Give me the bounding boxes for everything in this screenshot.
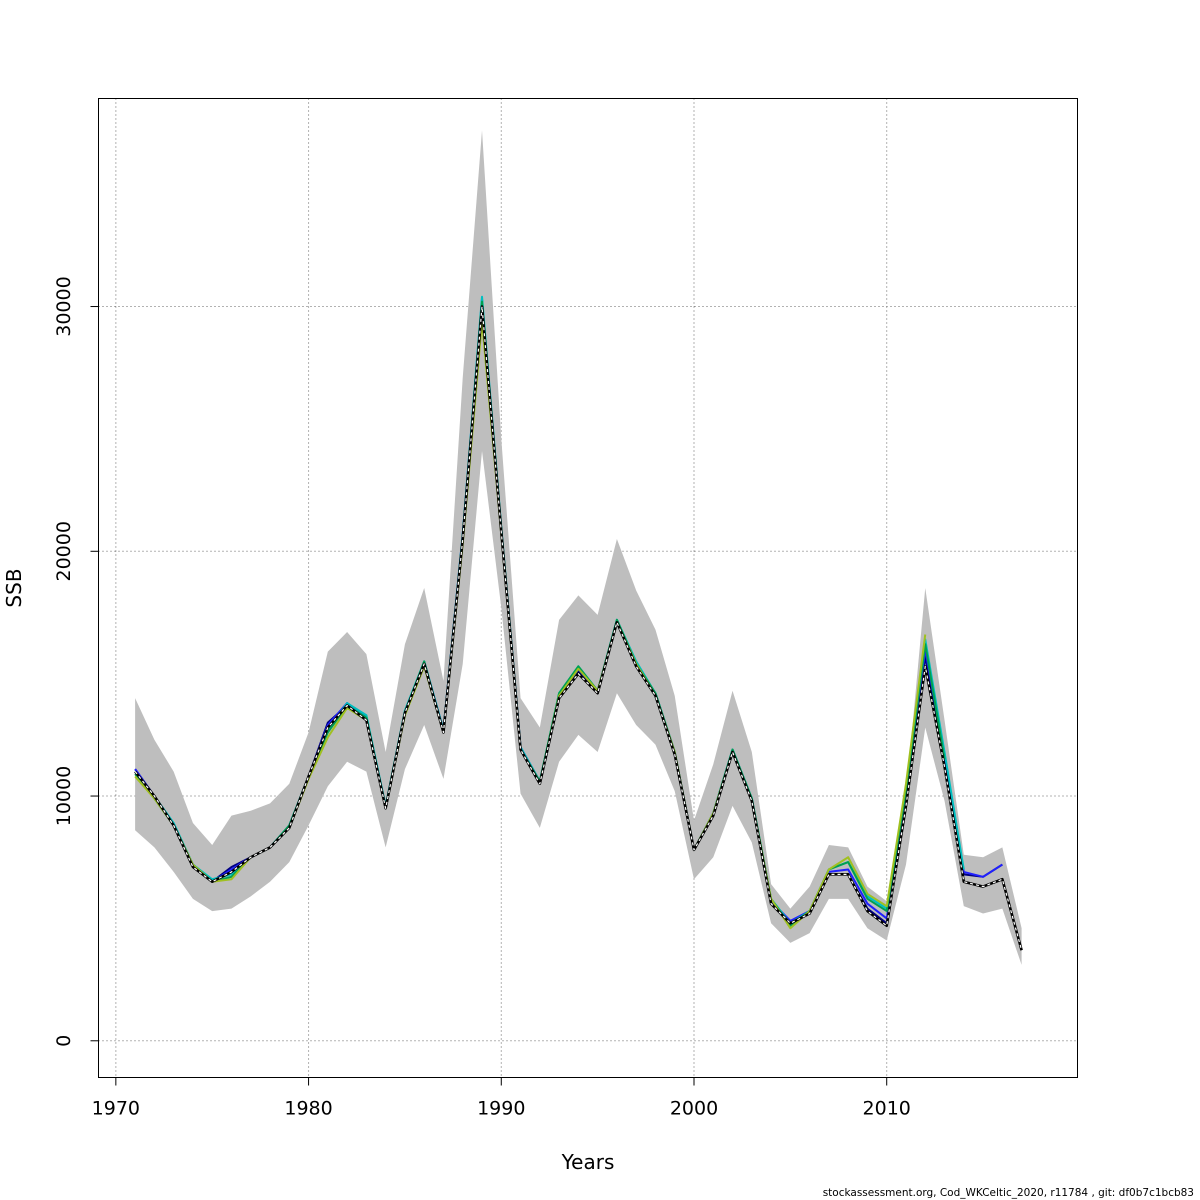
y-axis-title: SSB [2, 568, 26, 607]
confidence-band [135, 130, 1022, 965]
footer-credit: stockassessment.org, Cod_WKCeltic_2020, … [822, 1187, 1194, 1199]
confidence-band-layer [135, 130, 1022, 965]
x-tick-label-1980: 1980 [284, 1098, 332, 1120]
y-tick-label-20000: 20000 [53, 521, 75, 581]
x-axis-title: Years [561, 1150, 615, 1174]
series-lines-layer [134, 295, 1023, 951]
x-tick-label-2010: 2010 [863, 1098, 911, 1120]
x-tick-label-1990: 1990 [477, 1098, 525, 1120]
plot-frame [98, 98, 1078, 1078]
x-tick-label-2000: 2000 [670, 1098, 718, 1120]
y-tick-label-30000: 30000 [53, 276, 75, 336]
y-tick-label-0: 0 [53, 1035, 75, 1047]
y-tick-label-10000: 10000 [53, 766, 75, 826]
axes: 1970 1980 1990 2000 2010 0 10000 20000 30000 [53, 276, 911, 1119]
grid-lines [98, 98, 1078, 1078]
x-tick-label-1970: 1970 [92, 1098, 140, 1120]
series-line-6-dash [134, 305, 1023, 951]
